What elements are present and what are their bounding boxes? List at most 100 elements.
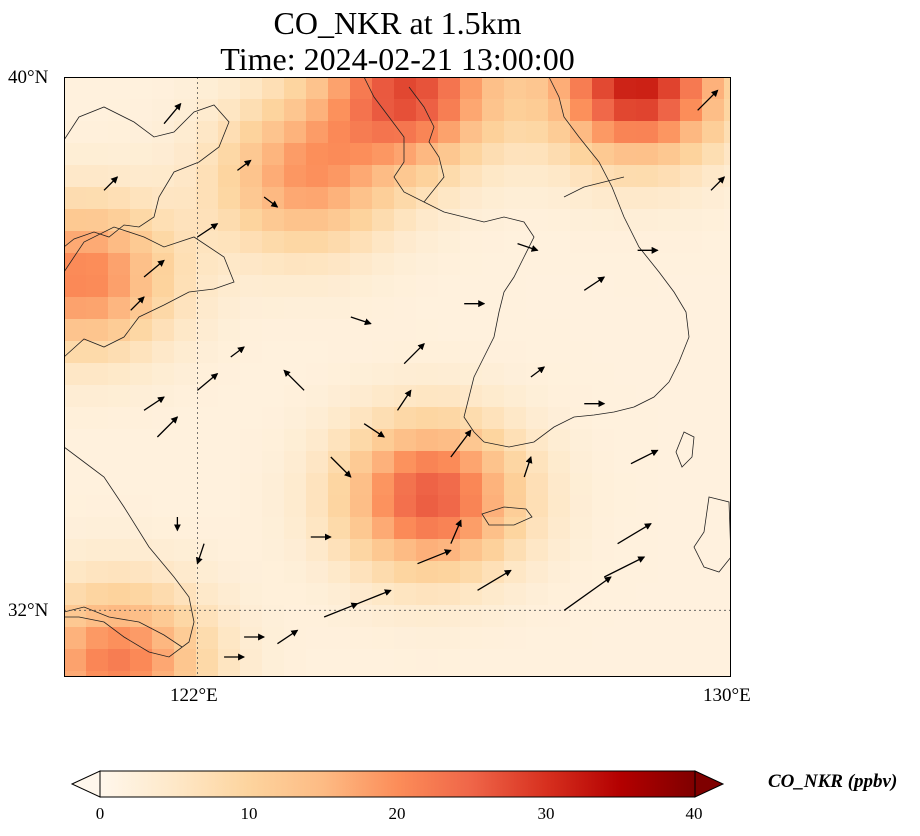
field-cell xyxy=(174,253,197,276)
field-cell xyxy=(438,77,461,100)
field-cell xyxy=(548,517,571,540)
field-cell xyxy=(64,319,87,342)
field-cell xyxy=(394,495,417,518)
field-cell xyxy=(350,319,373,342)
field-cell xyxy=(548,649,571,672)
field-cell xyxy=(130,495,153,518)
field-cell xyxy=(416,231,439,254)
field-cell xyxy=(284,495,307,518)
field-cell xyxy=(240,451,263,474)
field-cell xyxy=(394,451,417,474)
field-cell xyxy=(680,583,703,606)
field-cell xyxy=(658,121,681,144)
field-cell xyxy=(636,649,659,672)
field-cell xyxy=(108,385,131,408)
field-cell xyxy=(680,187,703,210)
field-cell xyxy=(724,187,731,210)
field-cell xyxy=(130,451,153,474)
field-cell xyxy=(152,297,175,320)
field-cell xyxy=(636,297,659,320)
field-cell xyxy=(526,539,549,562)
field-cell xyxy=(240,385,263,408)
wind-arrow xyxy=(617,523,652,545)
field-cell xyxy=(614,495,637,518)
field-cell xyxy=(724,165,731,188)
coastline-jiangsu xyxy=(64,446,195,658)
field-cell xyxy=(438,209,461,232)
field-cell xyxy=(108,649,131,672)
field-cell xyxy=(350,143,373,166)
field-cell xyxy=(416,165,439,188)
field-cell xyxy=(636,275,659,298)
field-cell xyxy=(482,605,505,628)
field-cell xyxy=(218,341,241,364)
field-cell xyxy=(570,165,593,188)
field-cell xyxy=(460,319,483,342)
field-cell xyxy=(152,561,175,584)
field-cell xyxy=(64,473,87,496)
island-jeju xyxy=(481,506,533,526)
field-cell xyxy=(570,187,593,210)
field-cell xyxy=(262,275,285,298)
field-cell xyxy=(460,275,483,298)
field-cell xyxy=(174,77,197,100)
field-cell xyxy=(218,187,241,210)
field-cell xyxy=(240,671,263,677)
field-cell xyxy=(548,473,571,496)
field-cell xyxy=(416,121,439,144)
field-cell xyxy=(548,429,571,452)
wind-arrow xyxy=(156,416,179,438)
field-cell xyxy=(702,77,725,100)
field-cell xyxy=(438,473,461,496)
field-cell xyxy=(328,253,351,276)
field-cell xyxy=(350,605,373,628)
field-cell xyxy=(218,99,241,122)
field-cell xyxy=(196,253,219,276)
field-cell xyxy=(284,561,307,584)
field-cell xyxy=(702,297,725,320)
field-cell xyxy=(482,143,505,166)
field-cell xyxy=(438,363,461,386)
field-cell xyxy=(152,275,175,298)
field-cell xyxy=(504,121,527,144)
field-cell xyxy=(504,473,527,496)
field-cell xyxy=(372,363,395,386)
field-cell xyxy=(218,253,241,276)
field-cell xyxy=(196,429,219,452)
field-cell xyxy=(570,605,593,628)
field-cell xyxy=(86,451,109,474)
field-cell xyxy=(460,605,483,628)
field-cell xyxy=(504,275,527,298)
field-cell xyxy=(702,275,725,298)
field-cell xyxy=(328,429,351,452)
colorbar-tick-20: 20 xyxy=(388,804,406,823)
field-cell xyxy=(526,121,549,144)
field-cell xyxy=(86,583,109,606)
field-cell xyxy=(372,385,395,408)
field-cell xyxy=(438,253,461,276)
field-cell xyxy=(350,231,373,254)
field-cell xyxy=(130,143,153,166)
field-cell xyxy=(702,495,725,518)
colorbar xyxy=(70,770,725,798)
field-cell xyxy=(592,473,615,496)
field-cell xyxy=(350,627,373,650)
field-cell xyxy=(570,99,593,122)
field-cell xyxy=(108,627,131,650)
field-cell xyxy=(438,429,461,452)
field-cell xyxy=(548,627,571,650)
field-cell xyxy=(130,407,153,430)
field-cell xyxy=(724,451,731,474)
field-cell xyxy=(636,451,659,474)
field-cell xyxy=(262,583,285,606)
field-cell xyxy=(526,143,549,166)
field-cell xyxy=(130,121,153,144)
field-cell xyxy=(262,627,285,650)
field-cell xyxy=(218,495,241,518)
field-cell xyxy=(328,121,351,144)
field-cell xyxy=(416,143,439,166)
field-cell xyxy=(658,209,681,232)
field-cell xyxy=(636,143,659,166)
field-cell xyxy=(460,231,483,254)
field-cell xyxy=(504,187,527,210)
